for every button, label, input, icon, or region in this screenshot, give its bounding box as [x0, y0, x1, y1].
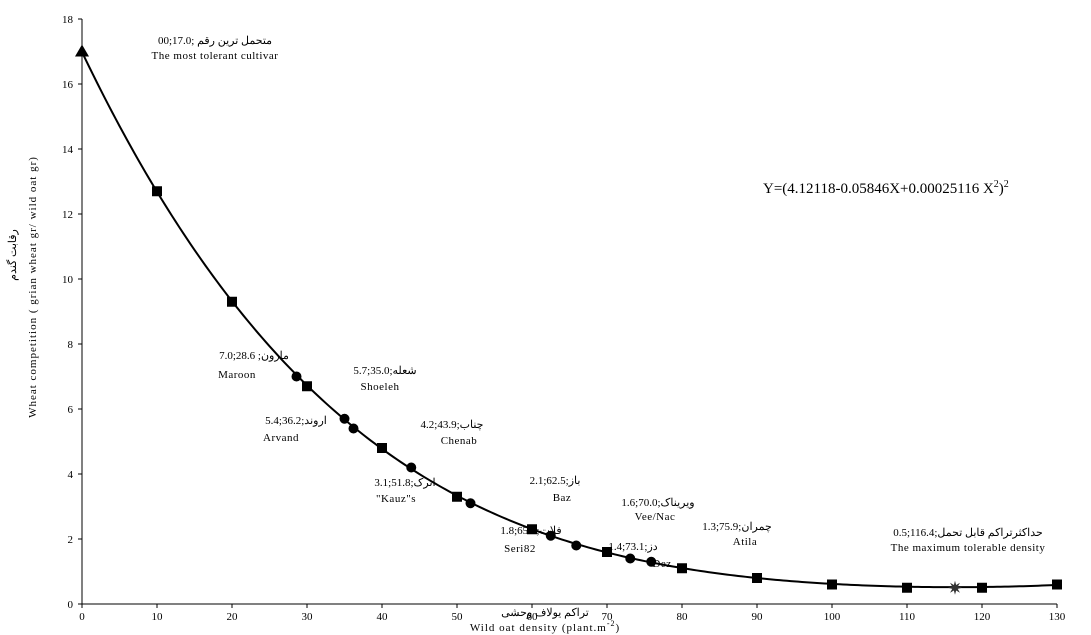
annotation-arvand-value: 5.4;36.2;اروند [265, 415, 327, 427]
annotation-chenab-value: 4.2;43.9;چناب [421, 419, 484, 431]
annotation-baz-value: 2.1;62.5;باز [530, 475, 581, 487]
annotation-veenac-value: 1.6;70.0;ویریناک [621, 497, 694, 509]
y-tick-label: 0 [68, 599, 74, 611]
y-axis-title-fa: رقابت گندم [6, 229, 19, 281]
x-tick-label: 50 [452, 611, 464, 623]
annotation-shoeleh-label: Shoeleh [361, 381, 400, 393]
circle-marker [465, 498, 476, 509]
annotations: متحمل ترین رقم ;17.0;00 The most toleran… [152, 35, 1046, 570]
annotation-atila-label: Atila [733, 536, 758, 548]
circle-marker [348, 423, 359, 434]
square-marker [752, 573, 762, 583]
square-marker [1052, 579, 1062, 590]
y-tick-label: 10 [62, 274, 74, 286]
circle-marker [339, 413, 350, 424]
annotation-maroon-label: Maroon [218, 369, 256, 381]
annotation-atila-value: 1.3;75.9;چمران [702, 521, 772, 533]
y-tick-label: 4 [68, 469, 74, 481]
x-ticks: 0 10 20 30 40 50 60 70 80 90 100 110 120 130 [79, 604, 1066, 623]
y-tick-label: 18 [62, 14, 74, 26]
fitted-curve [81, 51, 1058, 589]
x-tick-label: 40 [377, 611, 389, 623]
x-tick-label: 120 [974, 611, 991, 623]
annotation-baz-label: Baz [553, 492, 572, 504]
y-tick-label: 16 [62, 79, 74, 91]
x-tick-label: 90 [752, 611, 764, 623]
y-tick-label: 6 [68, 404, 74, 416]
annotation-dez-label: Dez [652, 558, 671, 570]
x-tick-label: 100 [824, 611, 841, 623]
square-marker [452, 491, 462, 502]
y-tick-label: 12 [62, 209, 73, 221]
x-tick-label: 110 [899, 611, 916, 623]
annotation-kauz-label: "Kauz"s [376, 493, 416, 505]
square-marker [152, 186, 162, 197]
square-marker [677, 563, 687, 574]
circle-marker [625, 553, 636, 564]
annotation-maxdensity-value: 0.5;116.4;حداکثرتراکم قابل تحمل [893, 527, 1043, 539]
annotation-seri82-label: Seri82 [504, 543, 536, 555]
circle-marker [291, 371, 302, 382]
x-axis-title: Wild oat density (plant.m-2) [470, 619, 620, 634]
y-ticks: 0 2 4 6 8 10 12 14 16 18 [62, 14, 82, 611]
grid-and-axes: 0 2 4 6 8 10 12 14 16 18 0 10 20 30 40 50 60 70 80 90 100 11… [62, 14, 1066, 623]
x-axis-title-fa: تراکم یولاف وحشی [501, 607, 589, 619]
y-axis-title: Wheat competition ( grian wheat gr/ wild… [27, 156, 39, 418]
triangle-marker [75, 44, 89, 57]
x-tick-label: 10 [152, 611, 164, 623]
square-marker [302, 381, 312, 392]
square-marker [527, 524, 537, 535]
square-marker [902, 582, 912, 593]
annotation-tolerant-value: متحمل ترین رقم ;17.0;00 [158, 35, 272, 47]
annotation-shoeleh-value: 5.7;35.0;شعله [353, 365, 416, 377]
y-tick-label: 2 [68, 534, 74, 546]
square-marker [377, 443, 387, 453]
y-tick-label: 14 [62, 144, 74, 156]
annotation-arvand-label: Arvand [263, 432, 299, 444]
annotation-dez-value: 1.4;73.1;دز [608, 541, 657, 553]
square-marker [602, 547, 612, 557]
x-tick-label: 60 [527, 611, 539, 623]
annotation-seri82-value: 1.8;65.9;فلات [500, 525, 561, 537]
annotation-maroon-value: 7.0;28.6 ;مارون [219, 350, 289, 362]
x-tick-label: 30 [302, 611, 314, 623]
annotation-maxdensity-label: The maximum tolerable density [891, 542, 1046, 554]
equation: Y=(4.12118-0.05846X+0.00025116 X2)2 [763, 179, 1009, 197]
x-tick-label: 0 [79, 611, 85, 623]
annotation-kauz-value: 3.1;51.8;اترک [374, 477, 435, 489]
square-marker [977, 582, 987, 593]
data-markers [75, 44, 1062, 595]
x-tick-label: 80 [677, 611, 689, 623]
annotation-tolerant-label: The most tolerant cultivar [152, 50, 279, 62]
annotation-chenab-label: Chenab [441, 435, 478, 447]
x-tick-label: 130 [1049, 611, 1066, 623]
annotation-veenac-label: Vee/Nac [635, 511, 676, 523]
star-marker [948, 580, 962, 595]
x-tick-label: 20 [227, 611, 239, 623]
circle-marker [545, 530, 556, 541]
circle-marker [646, 556, 657, 567]
x-tick-label: 70 [602, 611, 614, 623]
square-marker [227, 296, 237, 307]
y-tick-label: 8 [68, 339, 74, 351]
circle-marker [571, 540, 582, 551]
square-marker [827, 579, 837, 590]
circle-marker [406, 462, 417, 473]
